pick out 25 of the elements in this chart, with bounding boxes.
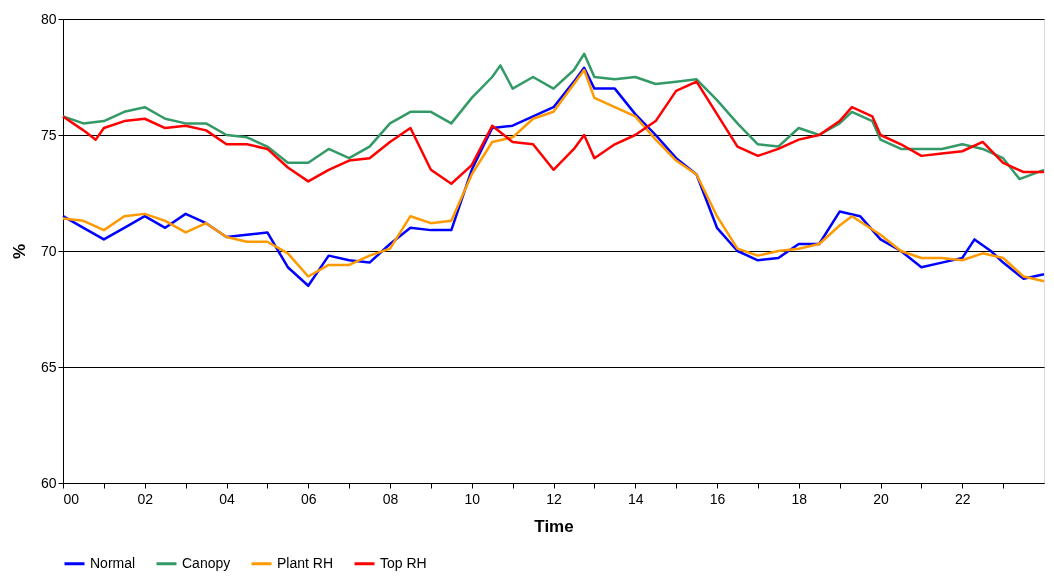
y-tick-label: 70 <box>40 242 57 259</box>
x-tick-label: 12 <box>546 490 562 507</box>
y-tick-label: 60 <box>40 474 57 491</box>
x-tick-label: 02 <box>137 490 154 507</box>
legend-label: Top RH <box>380 554 427 571</box>
x-tick-label: 16 <box>709 490 726 507</box>
x-tick-label: 08 <box>382 490 399 507</box>
legend-label: Canopy <box>182 554 231 571</box>
x-tick-label: 06 <box>300 490 317 507</box>
x-tick-label: 10 <box>464 490 481 507</box>
x-axis-title: Time <box>534 516 574 536</box>
y-axis-title: % <box>9 243 29 260</box>
x-tick-label: 04 <box>219 490 235 507</box>
x-tick-label: 20 <box>873 490 889 507</box>
x-tick-label: 22 <box>954 490 971 507</box>
legend-label: Normal <box>90 554 136 571</box>
y-tick-label: 80 <box>40 10 57 27</box>
y-tick-label: 75 <box>40 126 57 143</box>
x-tick-label: 14 <box>627 490 644 507</box>
line-series <box>61 52 1046 181</box>
x-tick-label: 00 <box>63 490 80 507</box>
line-series <box>61 80 1046 185</box>
y-tick-label: 65 <box>40 358 57 375</box>
x-tick-label: 18 <box>791 490 808 507</box>
legend-label: Plant RH <box>277 554 334 571</box>
